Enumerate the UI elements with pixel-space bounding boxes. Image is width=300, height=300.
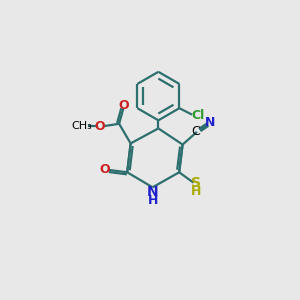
Text: CH₃: CH₃ [71, 121, 92, 131]
Text: Cl: Cl [192, 109, 205, 122]
Text: O: O [94, 120, 105, 133]
Text: C: C [192, 125, 200, 138]
Text: H: H [190, 185, 201, 198]
Text: N: N [205, 116, 215, 129]
Text: O: O [100, 163, 110, 176]
Text: O: O [118, 99, 129, 112]
Text: N: N [147, 185, 158, 200]
Text: S: S [191, 176, 201, 190]
Text: H: H [147, 194, 158, 206]
